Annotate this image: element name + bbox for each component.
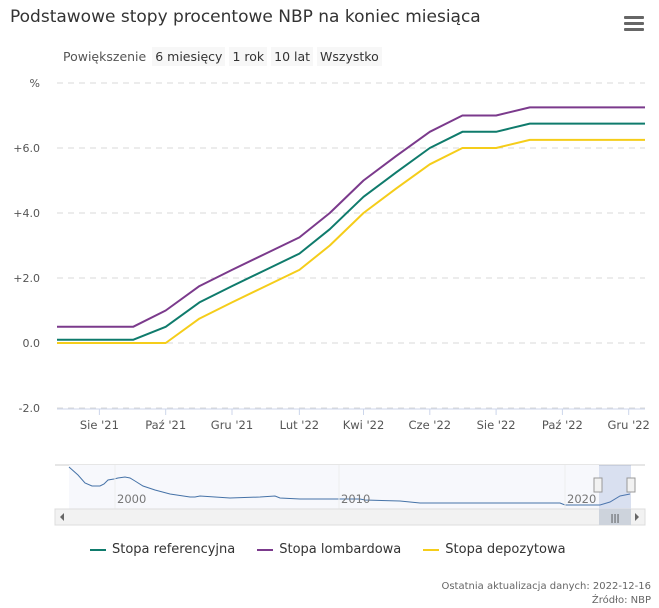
legend-label: Stopa depozytowa [445, 542, 566, 557]
zoom-label: Powiększenie [63, 49, 147, 64]
legend-swatch [90, 548, 106, 551]
navigator-series [68, 466, 631, 506]
y-tick-label: +2.0 [13, 272, 40, 285]
x-tick-label: Gru '21 [211, 418, 253, 432]
x-tick-label: Gru '22 [608, 418, 650, 432]
legend: Stopa referencyjna Stopa lombardowa Stop… [90, 542, 566, 557]
x-tick-label: Lut '22 [280, 418, 319, 432]
scrollbar-grip-icon: ||| [610, 514, 619, 524]
y-tick-label: 0.0 [23, 337, 41, 350]
zoom-1y-button[interactable]: 1 rok [229, 47, 268, 66]
legend-swatch [257, 548, 274, 551]
zoom-all-button[interactable]: Wszystko [317, 47, 382, 66]
legend-item-lombardowa[interactable]: Stopa lombardowa [257, 542, 401, 557]
legend-item-depozytowa[interactable]: Stopa depozytowa [423, 542, 566, 557]
source: Źródło: NBP [591, 595, 651, 606]
legend-swatch [423, 548, 440, 551]
y-tick-label: % [30, 77, 40, 90]
chart-title: Podstawowe stopy procentowe NBP na konie… [10, 7, 481, 27]
zoom-6m-button[interactable]: 6 miesięcy [152, 47, 226, 66]
scrollbar-track[interactable] [54, 508, 646, 526]
x-tick-label: Sie '21 [80, 418, 119, 432]
legend-label: Stopa referencyjna [112, 542, 236, 557]
x-tick-label: Paź '21 [145, 418, 186, 432]
scroll-left-icon[interactable] [60, 513, 64, 521]
scroll-right-icon[interactable] [635, 513, 639, 521]
legend-item-referencyjna[interactable]: Stopa referencyjna [90, 542, 235, 557]
x-tick-label: Kwi '22 [343, 418, 385, 432]
y-tick-label: -2.0 [19, 402, 40, 415]
x-tick-label: Paź '22 [542, 418, 583, 432]
navigator-handle-right[interactable] [626, 477, 636, 493]
navigator-handle-left[interactable] [593, 477, 603, 493]
series-line-lombardowa [57, 106, 645, 328]
x-tick-label: Cze '22 [409, 418, 452, 432]
navigator-label: 2010 [341, 492, 370, 506]
scrollbar-thumb[interactable] [599, 509, 631, 525]
navigator-selection [599, 465, 631, 509]
hamburger-icon[interactable] [624, 16, 644, 32]
zoom-10y-button[interactable]: 10 lat [271, 47, 314, 66]
y-tick-label: +6.0 [13, 142, 40, 155]
plot-area: -2.0 0.0 +2.0 +4.0 +6.0% Sie '21 Paź '21 Gru '2… [13, 77, 650, 526]
x-tick-label: Sie '22 [477, 418, 516, 432]
navigator-label: 2000 [117, 492, 146, 506]
navigator-label: 2020 [567, 492, 596, 506]
legend-label: Stopa lombardowa [279, 542, 402, 557]
navigator-background [69, 465, 599, 509]
series-line-referencyjna [57, 122, 645, 341]
series-line-depozytowa [57, 138, 645, 344]
y-tick-label: +4.0 [13, 207, 40, 220]
range-selector: Powiększenie 6 miesięcy 1 rok 10 lat Wsz… [63, 47, 382, 66]
last-update: Ostatnia aktualizacja danych: 2022-12-16 [441, 581, 651, 592]
footer: Ostatnia aktualizacja danych: 2022-12-16… [441, 580, 651, 608]
